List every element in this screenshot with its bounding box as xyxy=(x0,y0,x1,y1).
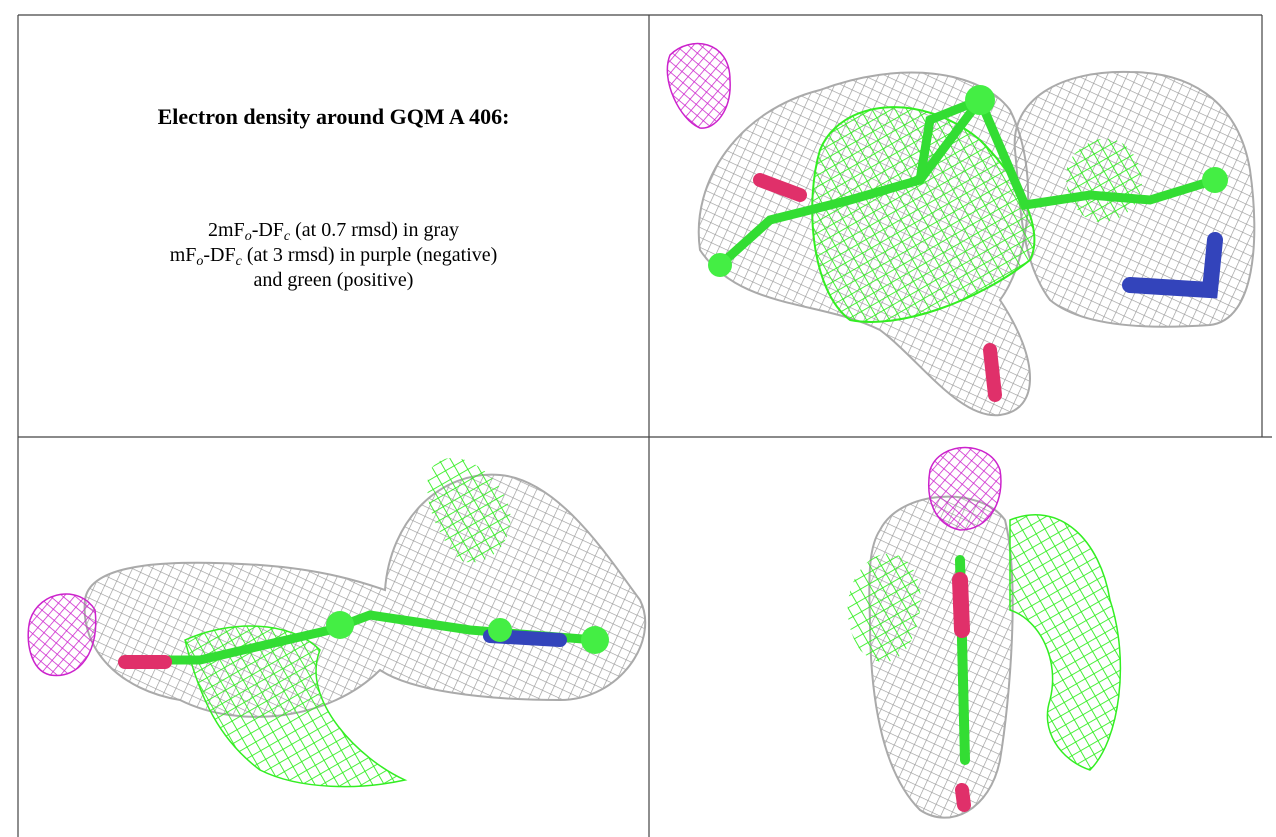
density-view-3 xyxy=(847,446,1122,819)
density-view-2 xyxy=(27,457,647,788)
density-view-1 xyxy=(666,42,1256,417)
legend-line: and green (positive) xyxy=(18,268,649,293)
legend-text: and green (positive) xyxy=(253,269,414,291)
legend-text: (at 3 rmsd) in purple (negative) xyxy=(241,244,498,266)
subscript: c xyxy=(235,254,242,269)
legend-text: (at 0.7 rmsd) in gray xyxy=(290,219,459,241)
legend-text: mF xyxy=(169,244,197,266)
figure-title: Electron density around GQM A 406: xyxy=(157,104,510,129)
subscript: c xyxy=(283,229,291,244)
subscript: o xyxy=(196,254,204,269)
table-lines xyxy=(17,14,1272,837)
legend: 2mFo-DFc (at 0.7 rmsd) in gray mFo-DFc (a… xyxy=(18,218,649,293)
legend-text: -DF xyxy=(251,219,284,241)
subscript: o xyxy=(244,229,252,244)
legend-text: -DF xyxy=(203,244,236,266)
legend-line: 2mFo-DFc (at 0.7 rmsd) in gray xyxy=(18,218,649,244)
legend-text: 2mF xyxy=(208,219,245,241)
legend-line: mFo-DFc (at 3 rmsd) in purple (negative) xyxy=(18,243,649,269)
